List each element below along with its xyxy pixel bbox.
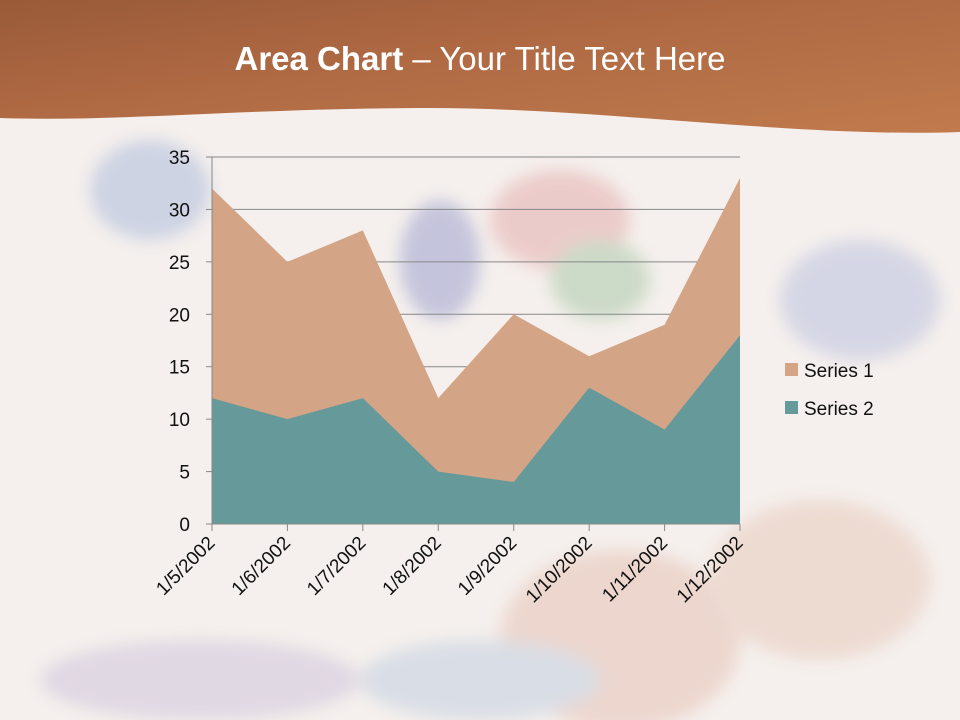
title-rest: – Your Title Text Here bbox=[403, 40, 726, 77]
x-tick-label: 1/9/2002 bbox=[454, 533, 521, 600]
y-tick-label: 30 bbox=[169, 200, 190, 221]
x-tick-label: 1/12/2002 bbox=[673, 533, 748, 608]
area-series-2 bbox=[212, 335, 740, 524]
y-tick-label: 35 bbox=[169, 148, 190, 169]
x-tick-label: 1/7/2002 bbox=[303, 533, 370, 600]
y-tick-label: 15 bbox=[169, 358, 190, 379]
x-tick-label: 1/11/2002 bbox=[598, 533, 672, 607]
y-tick-label: 20 bbox=[169, 305, 190, 326]
title-bold: Area Chart bbox=[234, 40, 404, 77]
slide-title: Area Chart – Your Title Text Here bbox=[0, 40, 960, 78]
x-tick-label: 1/10/2002 bbox=[522, 533, 597, 608]
legend-swatch bbox=[785, 363, 798, 376]
y-tick-label: 5 bbox=[179, 463, 190, 484]
legend-label: Series 2 bbox=[804, 399, 874, 420]
x-tick-label: 1/6/2002 bbox=[228, 533, 295, 600]
legend-label: Series 1 bbox=[804, 361, 874, 382]
y-tick-label: 10 bbox=[169, 410, 190, 431]
legend-swatch bbox=[785, 401, 798, 414]
x-tick-label: 1/8/2002 bbox=[379, 533, 446, 600]
y-tick-label: 25 bbox=[169, 253, 190, 274]
y-tick-label: 0 bbox=[179, 515, 190, 536]
x-tick-label: 1/5/2002 bbox=[152, 533, 219, 600]
